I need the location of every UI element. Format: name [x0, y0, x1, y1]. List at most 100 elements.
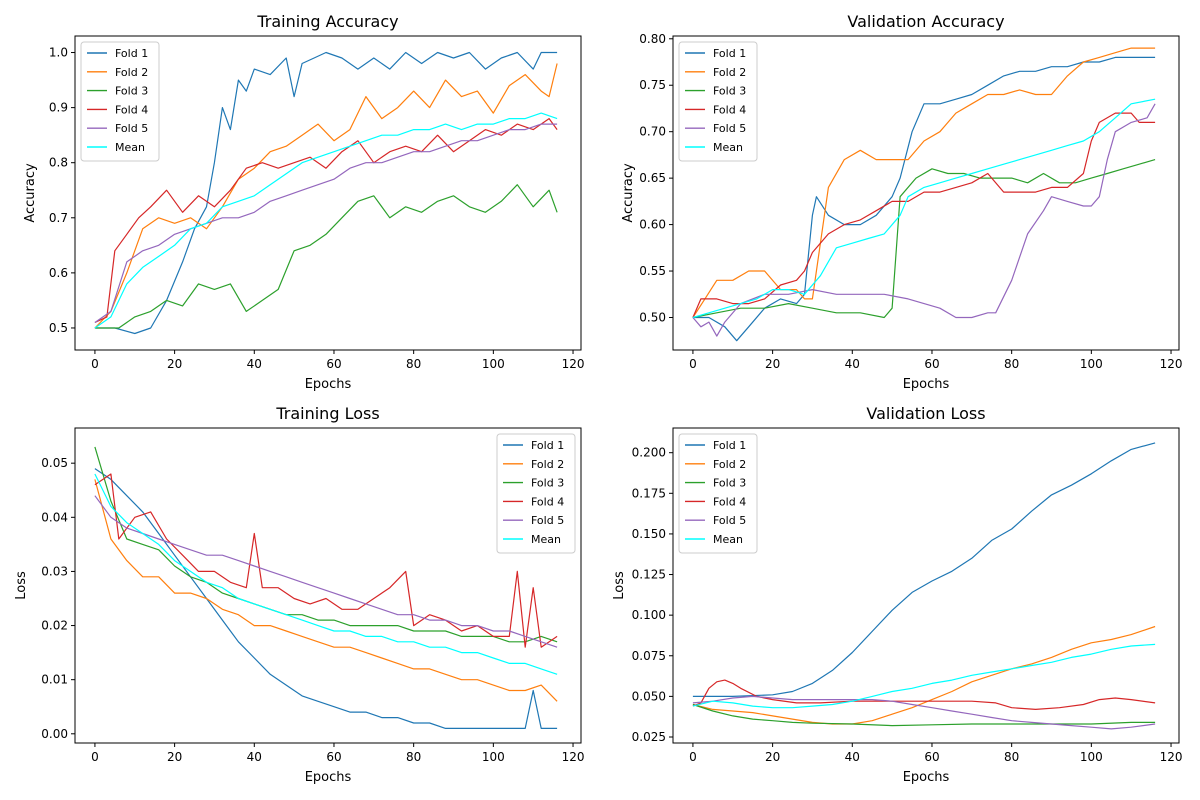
legend-label: Fold 5	[713, 122, 746, 135]
y-tick-label: 0.200	[632, 446, 666, 460]
y-tick-label: 0.70	[639, 125, 666, 139]
legend-label: Mean	[713, 533, 743, 546]
legend: Fold 1 Fold 2 Fold 3 Fold 4 Fold 5 Mean	[80, 41, 160, 162]
y-tick-label: 0.02	[41, 619, 68, 633]
legend-label: Fold 3	[713, 477, 746, 490]
chart-title: Validation Accuracy	[847, 12, 1004, 31]
legend-label: Fold 4	[713, 495, 746, 508]
legend-label: Fold 1	[115, 47, 148, 60]
y-tick-label: 0.125	[632, 568, 666, 582]
series-line-fold-3	[94, 446, 558, 643]
legend: Fold 1 Fold 2 Fold 3 Fold 4 Fold 5 Mean	[496, 433, 576, 554]
series-line-fold-4	[692, 112, 1156, 318]
legend-label: Mean	[531, 533, 561, 546]
x-tick-label: 60	[924, 357, 939, 371]
series-line-fold-1	[692, 56, 1156, 342]
series-line-fold-1	[94, 468, 558, 730]
y-tick-label: 0.04	[41, 510, 68, 524]
y-tick-label: 0.00	[41, 727, 68, 741]
x-tick-label: 40	[845, 357, 860, 371]
series-line-fold-2	[94, 63, 558, 329]
chart-panel-2: Validation Accuracy 0 20 40 60 80 100 120 0.50 0.…	[621, 12, 1182, 392]
legend-label: Fold 4	[531, 495, 564, 508]
x-tick-label: 0	[91, 750, 99, 764]
legend-label: Fold 1	[713, 439, 746, 452]
legend-label: Fold 2	[115, 66, 148, 79]
series-line-fold-2	[692, 47, 1156, 318]
x-tick-label: 100	[1080, 357, 1103, 371]
x-tick-label: 100	[482, 750, 505, 764]
series-line-fold-3	[94, 184, 558, 329]
series-line-fold-5	[94, 123, 558, 323]
y-tick-label: 0.9	[49, 101, 68, 115]
series-line-mean	[94, 473, 558, 675]
plot-frame	[74, 427, 582, 744]
x-tick-label: 80	[1004, 357, 1019, 371]
chart-panel-1: Training Accuracy 0 20 40 60 80 100 120 0.5 0.6 0.…	[23, 12, 584, 392]
legend: Fold 1 Fold 2 Fold 3 Fold 4 Fold 5 Mean	[678, 433, 758, 554]
y-tick-label: 0.55	[639, 264, 666, 278]
y-tick-label: 0.03	[41, 564, 68, 578]
chart-title: Training Accuracy	[256, 12, 398, 31]
chart-panel-3: Training Loss 0 20 40 60 80 100 120 0.00 0.01 0.02…	[14, 404, 584, 785]
series-line-fold-3	[692, 703, 1156, 727]
series-line-fold-1	[94, 51, 558, 335]
y-tick-label: 0.150	[632, 527, 666, 541]
y-tick-label: 0.75	[639, 78, 666, 92]
x-tick-label: 120	[562, 750, 585, 764]
series-line-mean	[692, 98, 1156, 319]
plot-frame	[672, 35, 1180, 351]
x-tick-label: 60	[326, 750, 341, 764]
y-tick-label: 0.01	[41, 673, 68, 687]
legend-label: Fold 2	[713, 66, 746, 79]
series-line-fold-4	[94, 473, 558, 648]
legend-label: Fold 1	[713, 47, 746, 60]
x-tick-label: 0	[689, 750, 697, 764]
legend: Fold 1 Fold 2 Fold 3 Fold 4 Fold 5 Mean	[678, 41, 758, 162]
y-tick-label: 0.175	[632, 486, 666, 500]
legend-label: Fold 2	[713, 458, 746, 471]
series-line-fold-4	[94, 117, 558, 324]
x-tick-label: 40	[247, 357, 262, 371]
x-tick-label: 80	[406, 750, 421, 764]
x-axis-label: Epochs	[903, 377, 950, 392]
y-tick-label: 0.050	[632, 689, 666, 703]
x-tick-label: 20	[765, 750, 780, 764]
y-axis-label: Loss	[14, 571, 29, 600]
y-tick-label: 0.05	[41, 456, 68, 470]
x-tick-label: 120	[1160, 750, 1183, 764]
legend-label: Mean	[713, 141, 743, 154]
chart-panel-4: Validation Loss 0 20 40 60 80 100 120 0.025 0.050…	[612, 404, 1182, 785]
legend-label: Fold 2	[531, 458, 564, 471]
x-tick-label: 80	[1004, 750, 1019, 764]
x-axis-label: Epochs	[305, 377, 352, 392]
x-tick-label: 40	[845, 750, 860, 764]
series-line-fold-5	[692, 695, 1156, 730]
y-tick-label: 0.7	[49, 211, 68, 225]
x-tick-label: 80	[406, 357, 421, 371]
x-tick-label: 20	[167, 750, 182, 764]
y-tick-label: 1.0	[49, 46, 68, 60]
x-tick-label: 60	[326, 357, 341, 371]
x-tick-label: 120	[1160, 357, 1183, 371]
series-line-mean	[94, 112, 558, 329]
plot-frame	[672, 427, 1180, 744]
y-tick-label: 0.65	[639, 171, 666, 185]
x-tick-label: 120	[562, 357, 585, 371]
y-tick-label: 0.8	[49, 156, 68, 170]
legend-label: Fold 4	[115, 103, 148, 116]
series-line-mean	[692, 643, 1156, 709]
series-line-fold-5	[692, 103, 1156, 337]
legend-label: Fold 3	[531, 477, 564, 490]
legend-label: Fold 5	[713, 514, 746, 527]
x-tick-label: 0	[91, 357, 99, 371]
y-axis-label: Accuracy	[23, 163, 38, 223]
y-tick-label: 0.50	[639, 310, 666, 324]
chart-title: Training Loss	[275, 404, 379, 423]
series-line-fold-5	[94, 495, 558, 648]
y-tick-label: 0.80	[639, 32, 666, 46]
y-axis-label: Accuracy	[621, 163, 636, 223]
y-tick-label: 0.60	[639, 218, 666, 232]
x-tick-label: 20	[765, 357, 780, 371]
y-tick-label: 0.100	[632, 608, 666, 622]
